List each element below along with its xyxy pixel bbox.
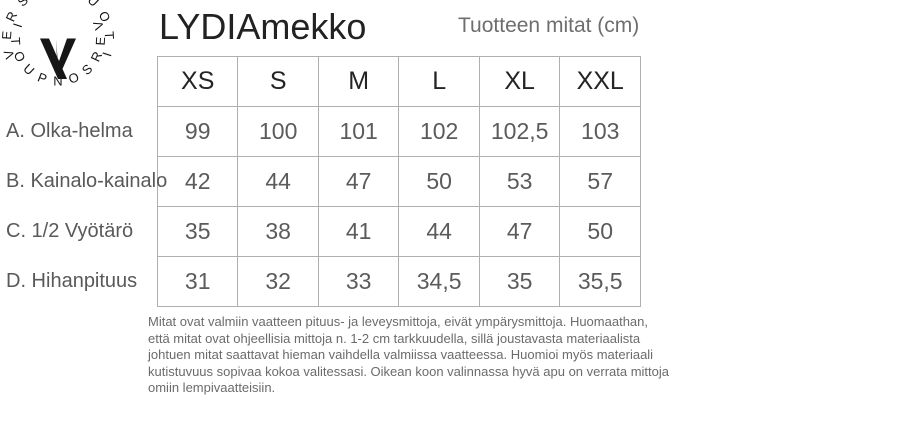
svg-text:T: T: [8, 37, 23, 46]
svg-text:O: O: [66, 69, 81, 87]
svg-text:E: E: [93, 36, 109, 46]
svg-text:I: I: [10, 21, 25, 29]
svg-text:S: S: [14, 0, 31, 9]
svg-text:P: P: [36, 69, 50, 86]
svg-text:U: U: [85, 0, 102, 10]
svg-text:S: S: [79, 61, 96, 78]
svg-text:U: U: [20, 61, 37, 78]
